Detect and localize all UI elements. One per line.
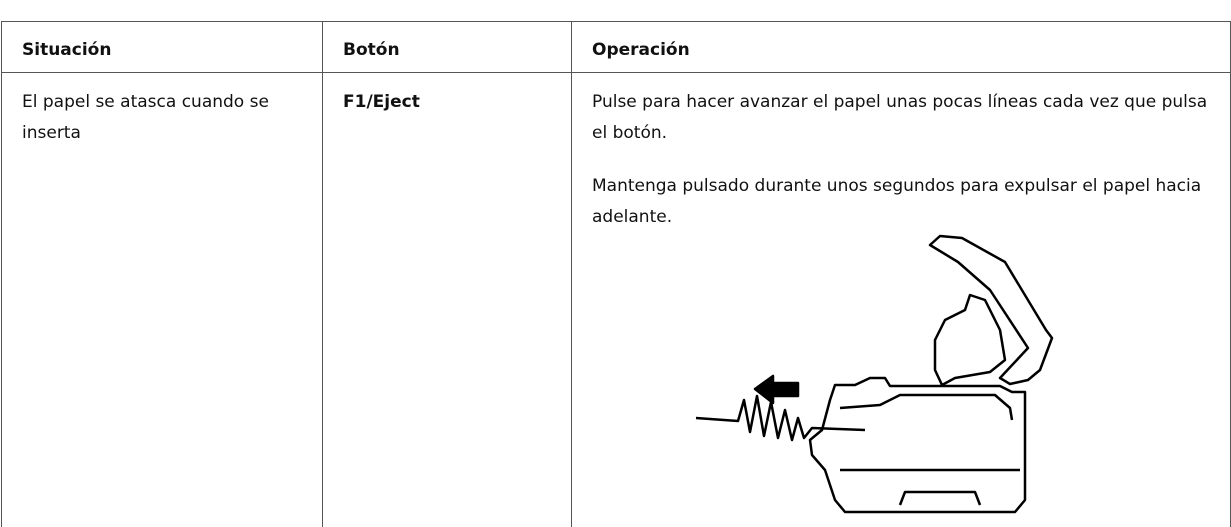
cell: El papel se atasca cuando se inserta	[2, 73, 323, 527]
printer-illustration	[680, 225, 1060, 522]
cell: F1/Eject	[323, 73, 572, 527]
header-cell: Situación	[2, 22, 323, 73]
header-cell: Operación	[572, 22, 1231, 73]
paragraph: Pulse para hacer avanzar el papel unas p…	[592, 87, 1210, 149]
header-cell: Botón	[323, 22, 572, 73]
arrow	[755, 376, 798, 403]
header-row: Situación Botón Operación	[2, 22, 1231, 73]
printer-inner	[935, 295, 1005, 385]
paragraph: Mantenga pulsado durante unos segundos p…	[592, 171, 1210, 233]
